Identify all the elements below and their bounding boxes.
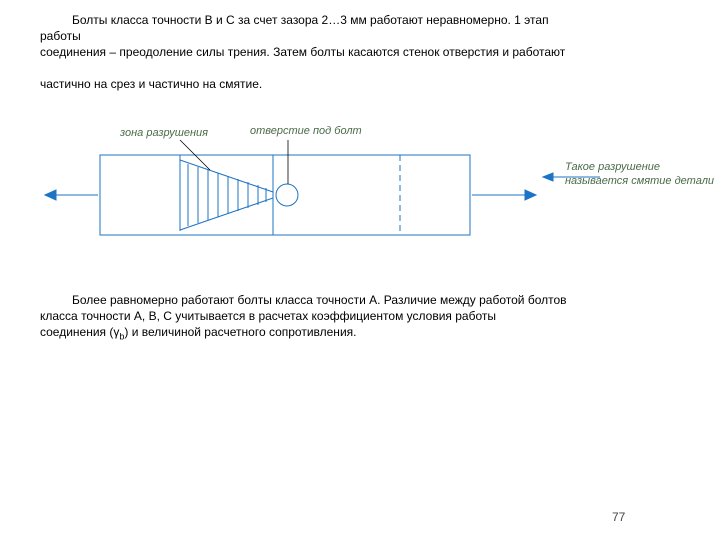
paragraph-1-line-2: работы xyxy=(40,28,680,44)
paragraph-1-line-4: частично на срез и частично на смятие. xyxy=(40,76,680,92)
hole-label: отверстие под болт xyxy=(250,125,362,137)
page-number: 77 xyxy=(612,510,625,524)
paragraph-1-line-3: соединения – преодоление силы трения. За… xyxy=(40,44,690,60)
paragraph-2-line-1: Более равномерно работают болты класса т… xyxy=(40,292,680,308)
right-annotation-line1: Такое разрушение xyxy=(565,161,660,173)
right-annotation-line2: называется смятие детали xyxy=(565,175,714,187)
figure-svg: зона разрушения отверстие под болт Такое… xyxy=(0,100,720,260)
document-page: Болты класса точности В и С за счет зазо… xyxy=(0,0,720,540)
paragraph-1-line-1: Болты класса точности В и С за счет зазо… xyxy=(40,12,680,28)
zone-label: зона разрушения xyxy=(119,127,208,139)
p2c-prefix: соединения (γ xyxy=(40,325,119,339)
p2c-suffix: ) и величиной расчетного сопротивления. xyxy=(124,325,356,339)
paragraph-2-line-3: соединения (γb) и величиной расчетного с… xyxy=(40,324,680,343)
right-force-arrow xyxy=(472,190,536,200)
left-force-arrow xyxy=(45,190,98,200)
figure-container: зона разрушения отверстие под болт Такое… xyxy=(0,100,720,260)
paragraph-2-line-2: класса точности А, В, С учитывается в ра… xyxy=(40,308,680,324)
bolt-hole-circle xyxy=(276,184,298,206)
